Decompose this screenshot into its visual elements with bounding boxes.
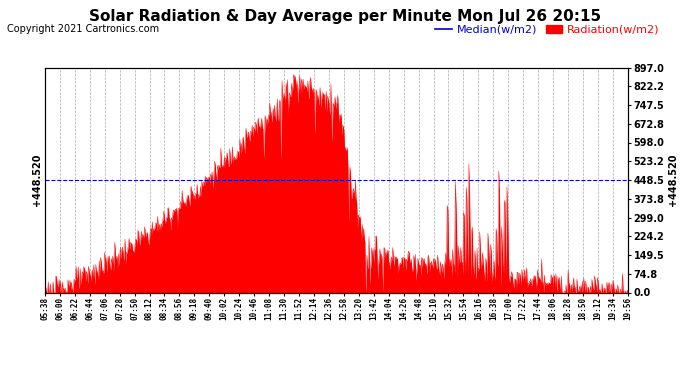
Text: Solar Radiation & Day Average per Minute Mon Jul 26 20:15: Solar Radiation & Day Average per Minute… [89, 9, 601, 24]
Y-axis label: +448.520: +448.520 [669, 154, 678, 206]
Y-axis label: +448.520: +448.520 [32, 154, 42, 206]
Legend: Median(w/m2), Radiation(w/m2): Median(w/m2), Radiation(w/m2) [431, 21, 664, 39]
Text: Copyright 2021 Cartronics.com: Copyright 2021 Cartronics.com [7, 24, 159, 34]
